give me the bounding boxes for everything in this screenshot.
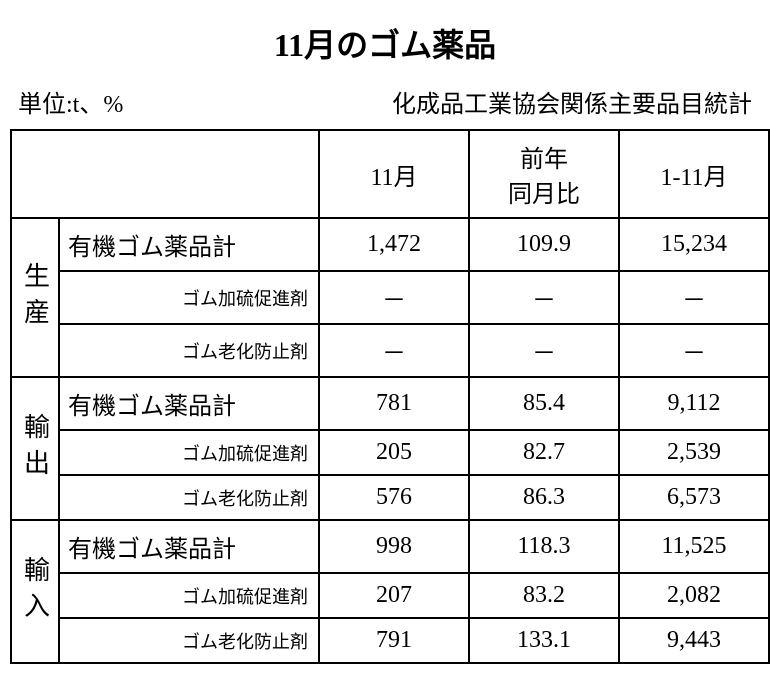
col-header-2: 前年 同月比 — [469, 130, 619, 218]
row-label: 有機ゴム薬品計 — [59, 218, 319, 271]
cell-value: 1,472 — [319, 218, 469, 271]
cell-value: 109.9 — [469, 218, 619, 271]
table-row: ゴム加硫促進剤20783.22,082 — [11, 573, 769, 618]
category-label: 輸入 — [11, 520, 59, 663]
table-row: ゴム加硫促進剤20582.72,539 — [11, 430, 769, 475]
row-label: ゴム加硫促進剤 — [59, 430, 319, 475]
cell-value: － — [469, 271, 619, 324]
cell-value: 9,443 — [619, 618, 769, 663]
cell-value: 133.1 — [469, 618, 619, 663]
cell-value: 11,525 — [619, 520, 769, 573]
cell-value: 9,112 — [619, 377, 769, 430]
cell-value: 781 — [319, 377, 469, 430]
cell-value: 83.2 — [469, 573, 619, 618]
row-label: ゴム老化防止剤 — [59, 475, 319, 520]
table-row: 生産有機ゴム薬品計1,472109.915,234 — [11, 218, 769, 271]
cell-value: 82.7 — [469, 430, 619, 475]
row-label: ゴム老化防止剤 — [59, 618, 319, 663]
category-label: 輸出 — [11, 377, 59, 520]
cell-value: 118.3 — [469, 520, 619, 573]
cell-value: － — [619, 324, 769, 377]
header-blank — [11, 130, 319, 218]
unit-label: 単位:t、% — [18, 84, 123, 119]
table-row: ゴム老化防止剤57686.36,573 — [11, 475, 769, 520]
cell-value: 15,234 — [619, 218, 769, 271]
table-row: 輸出有機ゴム薬品計78185.49,112 — [11, 377, 769, 430]
row-label: ゴム老化防止剤 — [59, 324, 319, 377]
cell-value: － — [619, 271, 769, 324]
cell-value: － — [319, 324, 469, 377]
data-table: 11月 前年 同月比 1-11月 生産有機ゴム薬品計1,472109.915,2… — [10, 129, 770, 664]
row-label: ゴム加硫促進剤 — [59, 573, 319, 618]
col-header-1: 11月 — [319, 130, 469, 218]
row-label: 有機ゴム薬品計 — [59, 520, 319, 573]
cell-value: 205 — [319, 430, 469, 475]
row-label: 有機ゴム薬品計 — [59, 377, 319, 430]
cell-value: － — [469, 324, 619, 377]
cell-value: 86.3 — [469, 475, 619, 520]
cell-value: － — [319, 271, 469, 324]
cell-value: 2,082 — [619, 573, 769, 618]
col-header-3: 1-11月 — [619, 130, 769, 218]
table-row: ゴム加硫促進剤－－－ — [11, 271, 769, 324]
cell-value: 576 — [319, 475, 469, 520]
source-label: 化成品工業協会関係主要品目統計 — [392, 84, 752, 119]
table-row: 輸入有機ゴム薬品計998118.311,525 — [11, 520, 769, 573]
cell-value: 6,573 — [619, 475, 769, 520]
cell-value: 207 — [319, 573, 469, 618]
cell-value: 791 — [319, 618, 469, 663]
header-row: 11月 前年 同月比 1-11月 — [11, 130, 769, 218]
cell-value: 998 — [319, 520, 469, 573]
cell-value: 2,539 — [619, 430, 769, 475]
cell-value: 85.4 — [469, 377, 619, 430]
category-label: 生産 — [11, 218, 59, 377]
table-row: ゴム老化防止剤－－－ — [11, 324, 769, 377]
page-title: 11月のゴム薬品 — [10, 20, 760, 66]
row-label: ゴム加硫促進剤 — [59, 271, 319, 324]
table-row: ゴム老化防止剤791133.19,443 — [11, 618, 769, 663]
